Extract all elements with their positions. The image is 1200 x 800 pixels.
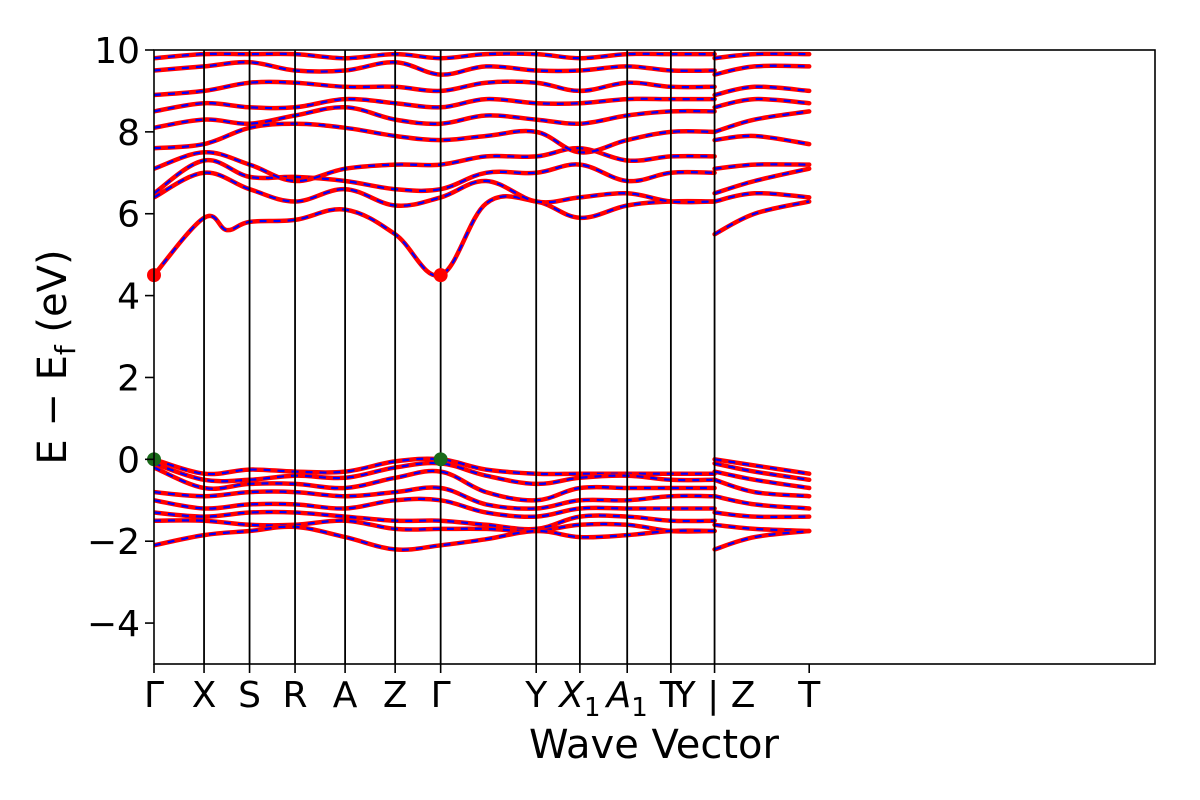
band-line-spin-up	[712, 461, 812, 483]
bands-layer	[154, 51, 812, 552]
y-axis-label: E − Ef (eV)	[30, 249, 82, 464]
band-line-spin-up	[712, 457, 812, 476]
band-line-spin-up	[712, 469, 812, 491]
x-tick-label: Z	[383, 675, 408, 716]
band-line-spin-down	[714, 200, 810, 236]
y-tick-label: −4	[87, 604, 140, 645]
kpoint-lines	[203, 50, 716, 664]
band-line-spin-up	[712, 63, 812, 77]
band-line-spin-down	[154, 195, 715, 277]
band-line-spin-up	[154, 194, 717, 278]
band-line-spin-up	[712, 199, 812, 237]
y-axis-ticks: −4 −2 0 2 4 6 8 10	[87, 31, 154, 645]
x-tick-label: A1	[605, 675, 648, 723]
x-tick-label: T	[797, 675, 821, 716]
x-tick-label: X	[192, 675, 217, 716]
x-tick-label: T	[659, 675, 683, 716]
y-tick-label: −2	[87, 522, 140, 563]
vbm-marker	[433, 452, 448, 467]
band-line-spin-up	[712, 162, 812, 171]
band-line-spin-down	[714, 167, 810, 195]
band-line-spin-up	[712, 528, 812, 552]
band-line-spin-up	[712, 133, 812, 147]
y-axis-label-units: (eV)	[30, 249, 76, 345]
band-line-spin-down	[714, 529, 810, 551]
y-axis-label-main: E − E	[30, 355, 76, 465]
y-tick-label: 6	[117, 195, 140, 236]
band-line-spin-up	[154, 145, 717, 184]
y-tick-label: 2	[117, 358, 140, 399]
x-tick-label: A	[333, 675, 358, 716]
y-tick-label: 4	[117, 277, 140, 318]
band-line-spin-up	[712, 190, 812, 204]
band-line-spin-up	[712, 96, 812, 110]
band-line-spin-up	[712, 109, 812, 135]
extrema-markers	[147, 268, 448, 467]
x-tick-label: X1	[557, 675, 600, 723]
plot-frame	[153, 49, 1156, 665]
band-line-spin-down	[714, 110, 810, 133]
x-tick-label: S	[238, 675, 261, 716]
band-line-spin-down	[714, 478, 810, 498]
x-axis-label: Wave Vector	[529, 722, 780, 768]
band-line-spin-up	[712, 51, 812, 61]
y-axis-label-subscript: f	[49, 344, 82, 355]
band-line-spin-up	[154, 96, 717, 114]
band-line-spin-up	[712, 493, 812, 511]
y-tick-label: 0	[117, 440, 140, 481]
x-tick-label: Y	[524, 675, 548, 716]
cbm-marker	[433, 268, 448, 283]
band-line-spin-up	[712, 84, 812, 98]
y-tick-label: 8	[117, 113, 140, 154]
x-tick-label: Y | Z	[673, 675, 756, 716]
band-line-spin-up	[154, 121, 717, 155]
x-tick-label: Γ	[144, 675, 164, 716]
x-tick-label: Γ	[431, 675, 451, 716]
y-tick-label: 10	[94, 31, 140, 72]
x-tick-label: R	[283, 675, 308, 716]
band-line-spin-up	[712, 510, 812, 520]
